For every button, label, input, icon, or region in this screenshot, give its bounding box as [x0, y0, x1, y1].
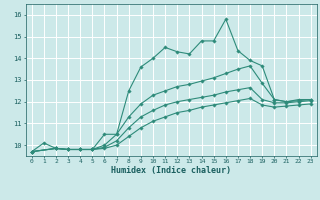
X-axis label: Humidex (Indice chaleur): Humidex (Indice chaleur) — [111, 166, 231, 175]
